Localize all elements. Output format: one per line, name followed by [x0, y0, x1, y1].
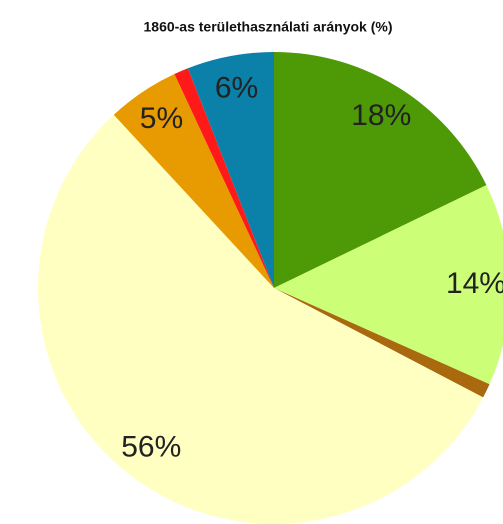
- data-label: 14%: [446, 267, 503, 300]
- data-label: 56%: [121, 430, 181, 463]
- pie-slice: [274, 52, 487, 288]
- pie-slice: [187, 52, 274, 288]
- chart-title: 1860-as területhasználati arányok (%): [144, 19, 393, 35]
- data-label: 6%: [215, 71, 258, 104]
- data-label: 18%: [351, 99, 411, 132]
- pie-slice: [113, 74, 274, 288]
- data-label: 5%: [140, 102, 183, 135]
- pie-slice: [274, 288, 490, 398]
- pie-slice: [174, 68, 274, 288]
- pie-slice: [274, 185, 503, 385]
- pie-slice: [38, 114, 484, 524]
